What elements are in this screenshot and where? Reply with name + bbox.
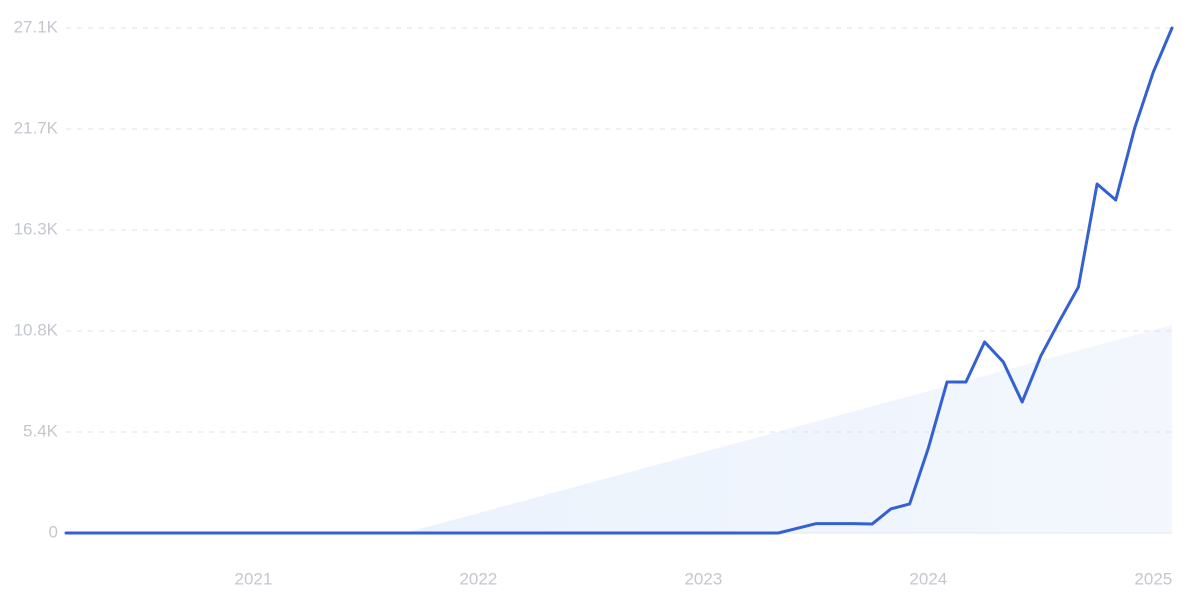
y-tick-label: 0 (49, 522, 58, 541)
y-tick-label: 16.3K (14, 219, 59, 238)
trend-area (405, 325, 1172, 533)
x-tick-label: 2021 (234, 569, 272, 588)
y-tick-label: 21.7K (14, 118, 59, 137)
x-tick-label: 2022 (459, 569, 497, 588)
y-tick-label: 10.8K (14, 320, 59, 339)
line (64, 26, 1174, 535)
y-tick-label: 27.1K (14, 17, 59, 36)
y-tick-label: 5.4K (23, 421, 59, 440)
x-tick-label: 2024 (909, 569, 947, 588)
x-tick-label: 2025 (1134, 569, 1172, 588)
x-tick-label: 2023 (684, 569, 722, 588)
